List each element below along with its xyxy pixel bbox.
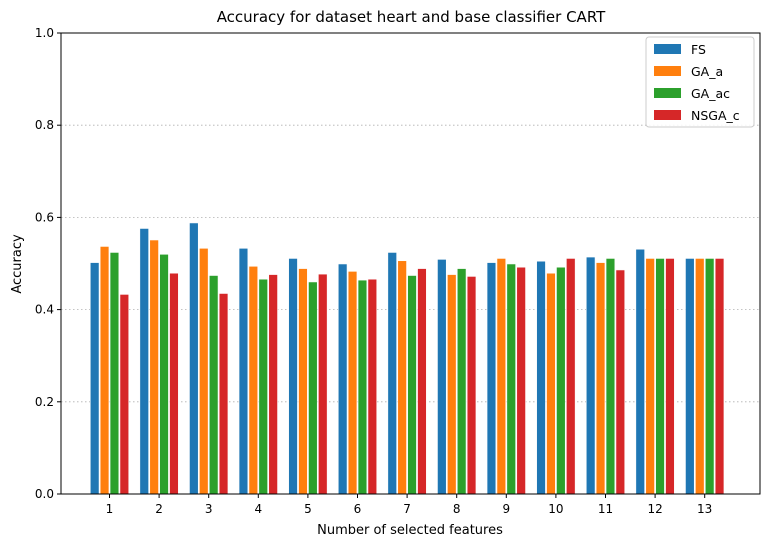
bar-fs [685,258,695,495]
plot-frame [60,32,761,495]
bar-ga-ac [456,268,467,495]
bar-fs [585,256,596,495]
legend-swatch [654,66,681,76]
bar-nsga-c [516,266,526,495]
bar-ga-a [99,246,110,495]
bar-ga-ac [109,252,120,495]
bar-fs [189,222,199,495]
y-axis-label: Accuracy [10,234,25,294]
y-tick-label: 0.4 [35,303,54,317]
bar-ga-a [595,262,606,495]
bar-ga-ac [357,279,368,495]
bar-fs [536,260,546,495]
x-axis: 1 2 3 4 5 6 7 8 9 10 11 12 13 [106,494,712,516]
bar-ga-a [645,258,655,495]
x-tick-label: 6 [354,502,362,516]
bar-fs [486,262,497,495]
legend-swatch [654,88,681,98]
bar-fs [437,259,447,495]
bar-ga-ac [605,258,616,495]
bar-nsga-c [119,294,130,495]
bar-fs [337,263,348,495]
legend-label: FS [691,42,706,57]
bar-ga-ac [258,278,268,495]
bar-nsga-c [318,273,328,495]
bar-nsga-c [218,293,229,495]
bar-ga-ac [208,275,219,495]
chart-title: Accuracy for dataset heart and base clas… [217,8,606,26]
y-tick-label: 1.0 [35,26,54,40]
x-tick-label: 4 [254,502,262,516]
bar-ga-a [347,271,358,495]
x-axis-label: Number of selected features [317,523,503,538]
bar-ga-a [149,239,159,495]
y-tick-label: 0.0 [35,487,54,501]
x-tick-label: 13 [697,502,712,516]
bars [89,222,725,495]
bar-ga-a [546,272,556,495]
bar-fs [89,262,100,495]
x-tick-label: 12 [647,502,662,516]
bar-ga-a [248,265,259,495]
legend-label: NSGA_c [691,108,740,123]
bar-fs [139,228,149,495]
bar-ga-ac [308,281,318,495]
x-tick-label: 5 [304,502,312,516]
legend-label: GA_a [691,64,723,79]
bar-fs [288,258,298,495]
bar-ga-ac [655,258,665,495]
bar-ga-ac [407,275,417,495]
bar-nsga-c [714,258,725,495]
legend-swatch [654,44,681,54]
bar-ga-a [695,258,705,495]
bar-ga-ac [159,253,169,495]
bar-nsga-c [466,276,477,495]
y-tick-label: 0.8 [35,118,54,132]
x-tick-label: 7 [403,502,411,516]
bar-nsga-c [566,258,576,495]
bar-nsga-c [417,268,427,495]
y-axis: 0.0 0.2 0.4 0.6 0.8 1.0 [35,26,61,501]
bar-fs [387,252,397,495]
legend: FS GA_a GA_ac NSGA_c [645,36,755,128]
legend-label: GA_ac [691,86,730,101]
bar-nsga-c [367,278,378,495]
bar-ga-a [199,247,209,495]
x-tick-label: 11 [598,502,613,516]
bar-nsga-c [268,274,278,495]
x-tick-label: 3 [205,502,213,516]
y-tick-label: 0.6 [35,210,54,224]
bar-nsga-c [665,258,675,495]
x-tick-label: 1 [106,502,114,516]
bar-ga-a [447,274,457,495]
legend-swatch [654,110,681,120]
bar-fs [238,247,249,495]
legend-frame [645,36,755,128]
bar-ga-a [397,260,407,495]
x-tick-label: 8 [453,502,461,516]
x-tick-label: 2 [155,502,163,516]
y-tick-label: 0.2 [35,395,54,409]
bar-nsga-c [169,272,179,495]
x-tick-label: 10 [548,502,563,516]
bar-ga-ac [704,258,715,495]
bar-fs [635,248,645,495]
x-tick-label: 9 [502,502,510,516]
bar-ga-a [496,258,507,495]
bar-nsga-c [615,269,626,495]
bar-ga-a [298,268,308,495]
bar-ga-ac [556,266,566,495]
bar-ga-ac [506,263,516,495]
